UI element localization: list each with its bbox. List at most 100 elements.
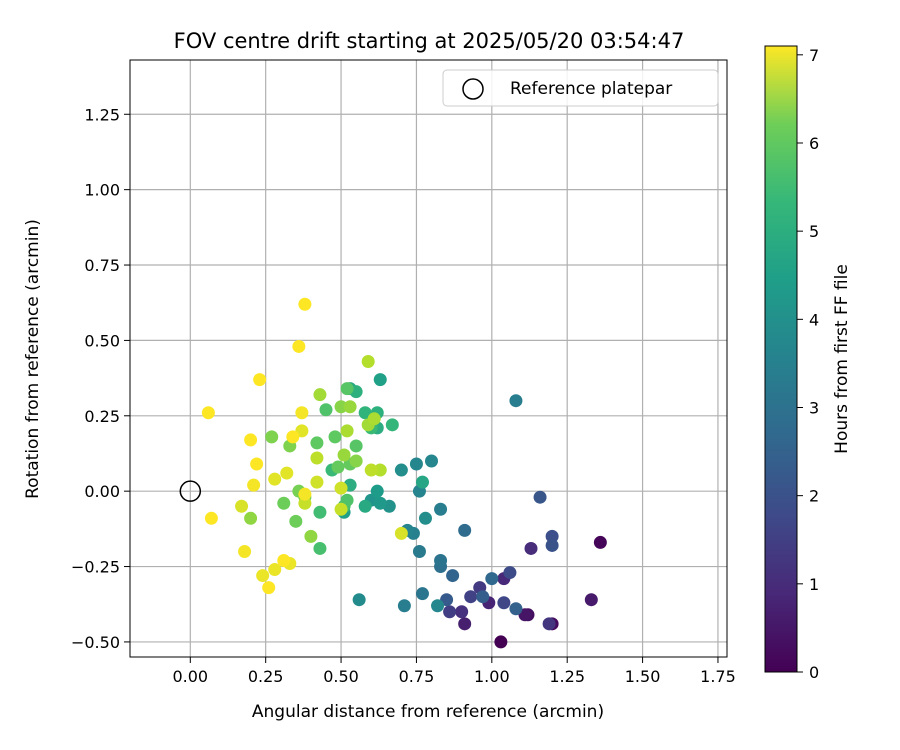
scatter-point: [298, 487, 312, 501]
scatter-point: [289, 514, 303, 528]
y-tick-label: 0.50: [84, 331, 120, 350]
scatter-point: [373, 463, 387, 477]
scatter-point: [418, 511, 432, 525]
scatter-point: [268, 472, 282, 486]
scatter-point: [464, 590, 478, 604]
scatter-point: [298, 496, 312, 510]
reference-platepar-marker: [179, 480, 202, 502]
scatter-point: [262, 581, 276, 595]
x-tick-label: 1.50: [625, 667, 661, 686]
scatter-point: [415, 475, 429, 489]
scatter-point: [340, 382, 354, 396]
colorbar-tick-label: 4: [809, 310, 819, 329]
scatter-point: [425, 454, 439, 468]
legend: Reference platepar: [442, 69, 719, 107]
scatter-point: [313, 388, 327, 402]
scatter-point: [494, 635, 508, 649]
scatter-point: [250, 457, 264, 471]
scatter-point: [235, 499, 249, 513]
y-tick-label: 1.25: [84, 105, 120, 124]
scatter-point: [431, 599, 445, 613]
colorbar-tick-label: 1: [809, 575, 819, 594]
legend-label-reference: Reference platepar: [510, 79, 672, 99]
scatter-point: [349, 454, 363, 468]
scatter-point: [367, 412, 381, 426]
scatter-point: [412, 544, 426, 558]
scatter-point: [244, 433, 258, 447]
x-tick-label: 1.00: [474, 667, 510, 686]
scatter-point: [370, 484, 384, 498]
x-tick-label: 1.25: [549, 667, 585, 686]
scatter-point: [334, 400, 348, 414]
scatter-point: [497, 596, 511, 610]
scatter-point: [533, 490, 547, 504]
scatter-point: [397, 599, 411, 613]
scatter-point: [364, 463, 378, 477]
y-tick-label: −0.25: [71, 558, 120, 577]
colorbar: 0 1 2 3 4 5 6 7 Hours from first FF file: [764, 45, 852, 682]
x-tick-label: 0.75: [399, 667, 435, 686]
scatter-point: [545, 529, 559, 543]
scatter-point: [334, 502, 348, 516]
scatter-point: [434, 502, 448, 516]
scatter-point: [334, 481, 348, 495]
scatter-point: [542, 617, 556, 631]
x-tick-label: 0.00: [172, 667, 208, 686]
scatter-point: [373, 373, 387, 387]
scatter-point: [319, 403, 333, 417]
scatter-point: [458, 617, 472, 631]
y-tick-label: 1.00: [84, 181, 120, 200]
colorbar-tick-label: 0: [809, 663, 819, 682]
x-tick-label: 0.50: [323, 667, 359, 686]
scatter-point: [247, 478, 261, 492]
scatter-point: [373, 496, 387, 510]
colorbar-tick-label: 5: [809, 222, 819, 241]
legend-box: [442, 69, 719, 107]
chart-title: FOV centre drift starting at 2025/05/20 …: [174, 29, 685, 53]
scatter-point: [201, 406, 215, 420]
scatter-point: [584, 593, 598, 607]
scatter-point: [256, 569, 270, 583]
scatter-point: [337, 448, 351, 462]
scatter-point: [313, 505, 327, 519]
scatter-point: [509, 602, 523, 616]
colorbar-tick-label: 6: [809, 134, 819, 153]
scatter-point: [593, 535, 607, 549]
legend-marker-reference: [462, 78, 484, 100]
scatter-point: [524, 541, 538, 555]
scatter-point: [509, 394, 523, 408]
y-axis-label: Rotation from reference (arcmin): [23, 219, 43, 499]
scatter-point: [343, 400, 357, 414]
scatter-point: [204, 511, 218, 525]
x-axis-label: Angular distance from reference (arcmin): [252, 702, 604, 722]
x-tick-label: 1.75: [700, 667, 736, 686]
scatter-point: [394, 526, 408, 540]
scatter-point: [340, 424, 354, 438]
colorbar-tick-label: 3: [809, 398, 819, 417]
scatter-point: [485, 572, 499, 586]
scatter-point: [455, 605, 469, 619]
scatter-point: [292, 339, 306, 353]
scatter-point: [310, 436, 324, 450]
x-axis-ticks: 0.00 0.25 0.50 0.75 1.00 1.25 1.50 1.75: [172, 657, 736, 686]
scatter-point: [328, 430, 342, 444]
x-tick-label: 0.25: [248, 667, 284, 686]
scatter-points: [179, 297, 607, 649]
scatter-point: [280, 466, 294, 480]
scatter-point: [358, 499, 372, 513]
scatter-point: [349, 439, 363, 453]
scatter-point: [385, 418, 399, 432]
scatter-point: [394, 463, 408, 477]
scatter-point: [310, 475, 324, 489]
scatter-point: [286, 430, 300, 444]
scatter-point: [238, 544, 252, 558]
scatter-point: [304, 529, 318, 543]
scatter-point: [434, 554, 448, 568]
y-tick-label: 0.25: [84, 407, 120, 426]
y-axis-ticks: −0.50 −0.25 0.00 0.25 0.50 0.75 1.00 1.25: [71, 105, 130, 652]
y-tick-label: 0.75: [84, 256, 120, 275]
scatter-point: [253, 373, 267, 387]
scatter-point: [244, 511, 258, 525]
